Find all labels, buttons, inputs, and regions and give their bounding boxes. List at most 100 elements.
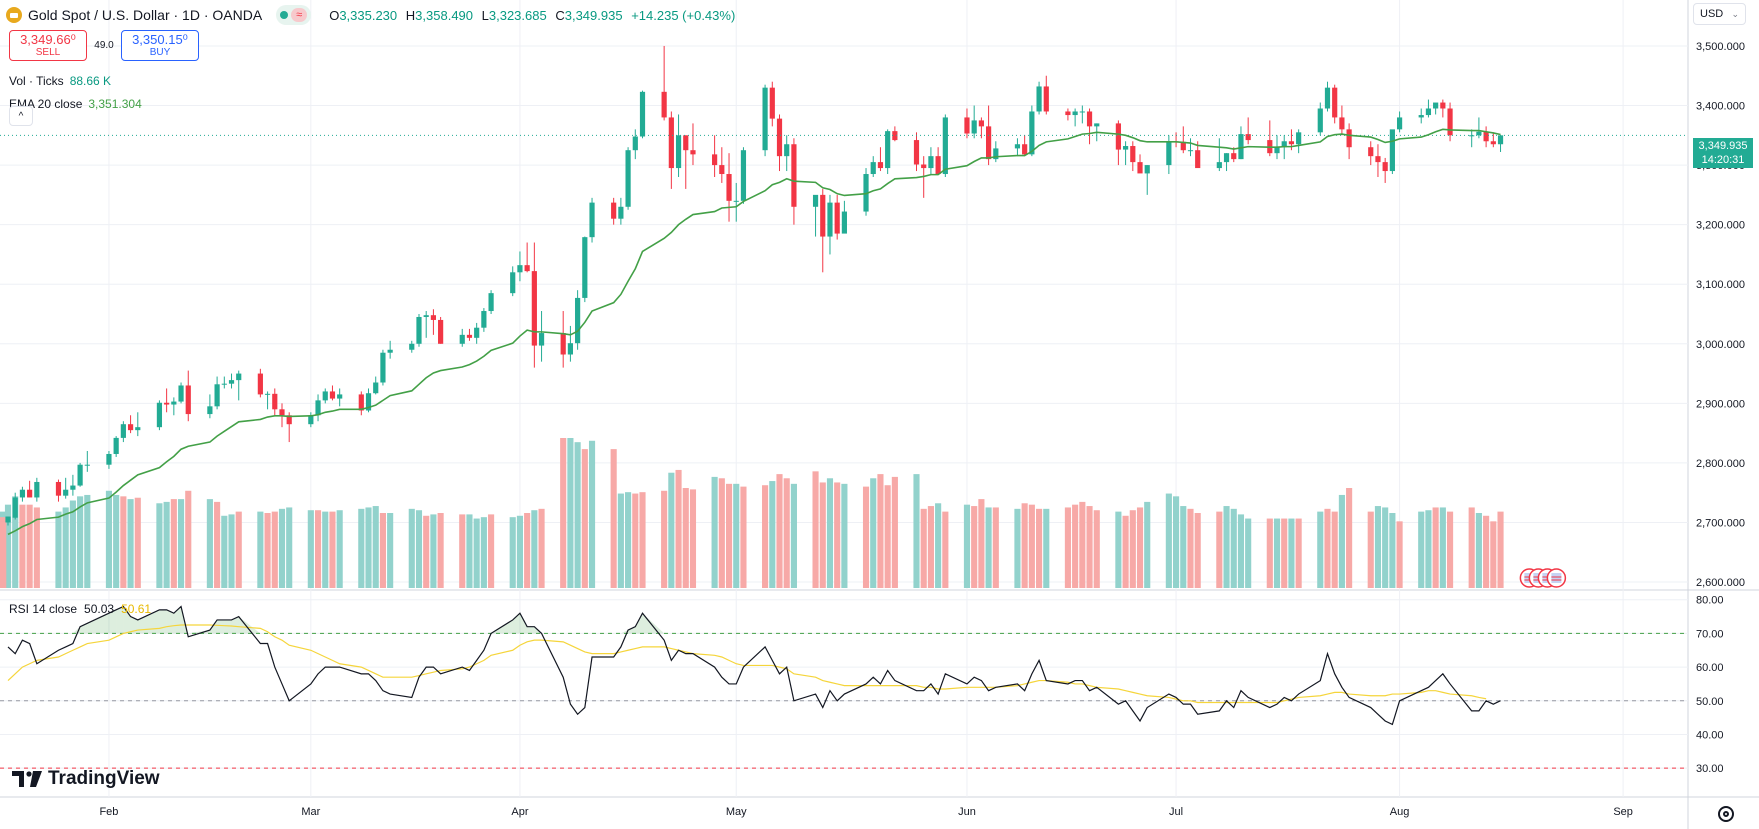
rsi-legend[interactable]: RSI 14 close 50.03 50.61 xyxy=(9,602,151,616)
candle-body xyxy=(986,126,992,160)
volume-bar xyxy=(1324,508,1331,588)
volume-bar xyxy=(257,511,264,588)
candle-body xyxy=(1433,102,1439,109)
candle xyxy=(430,309,437,335)
volume-bar xyxy=(235,511,242,588)
volume-label: Vol · Ticks xyxy=(9,74,64,88)
candle-body xyxy=(416,316,422,344)
candle xyxy=(1245,117,1251,145)
volume-bar xyxy=(1273,518,1281,588)
candle-body xyxy=(589,202,595,238)
volume-bar xyxy=(26,504,33,588)
candle xyxy=(589,197,595,243)
candle-body xyxy=(618,206,624,219)
candle-body xyxy=(459,334,465,344)
volume-bar xyxy=(430,514,437,588)
candle-body xyxy=(1216,162,1222,169)
candle xyxy=(560,311,566,368)
candle xyxy=(1144,165,1150,195)
volume-bar xyxy=(769,481,776,588)
volume-bar xyxy=(884,485,891,588)
candle-body xyxy=(430,315,437,320)
candle xyxy=(77,462,83,487)
rsi-overbought-fill xyxy=(635,613,643,634)
volume-bar xyxy=(1072,504,1079,588)
candle-body xyxy=(1389,129,1395,172)
volume-bar xyxy=(718,478,725,588)
candle xyxy=(1029,105,1035,157)
rsi-ma-line xyxy=(7,624,1487,704)
high-label: H xyxy=(405,7,416,23)
tradingview-logo[interactable]: TradingView xyxy=(12,768,160,790)
candle xyxy=(373,376,379,395)
chevron-up-icon: ^ xyxy=(18,110,24,122)
volume-bar xyxy=(329,511,336,588)
candle-body xyxy=(358,394,364,411)
candle xyxy=(935,147,941,175)
candle-body xyxy=(286,415,292,425)
candle xyxy=(877,147,884,172)
last-price-tag: 3,349.935 14:20:31 xyxy=(1693,138,1753,168)
candle xyxy=(12,492,18,520)
candle xyxy=(978,117,984,139)
volume-bar xyxy=(560,438,567,588)
candle xyxy=(863,168,869,216)
candle xyxy=(308,412,314,428)
rsi-overbought-fill xyxy=(620,630,629,634)
candle-body xyxy=(221,383,227,385)
candle-body xyxy=(668,117,674,169)
volume-bar xyxy=(271,511,278,588)
candle-body xyxy=(178,385,184,402)
candle-body xyxy=(1022,144,1028,155)
candle-body xyxy=(611,202,617,219)
candle xyxy=(690,123,696,166)
candle-body xyxy=(1231,153,1237,160)
volume-legend[interactable]: Vol · Ticks 88.66 K xyxy=(9,74,111,88)
candle xyxy=(538,311,545,362)
rsi-value: 50.03 xyxy=(84,602,115,616)
candle-body xyxy=(1238,134,1244,160)
time-tick-label: Sep xyxy=(1613,806,1633,818)
volume-bar xyxy=(1497,511,1504,588)
market-open-dot-icon xyxy=(280,11,289,19)
candle-body xyxy=(1281,141,1287,148)
candle xyxy=(1072,108,1078,127)
volume-bar xyxy=(971,506,978,588)
candle xyxy=(1317,102,1323,136)
volume-bar xyxy=(913,474,920,588)
candle-body xyxy=(236,373,242,381)
volume-bar xyxy=(790,483,797,588)
settings-gear-icon[interactable] xyxy=(1718,806,1734,822)
candle-body xyxy=(921,164,927,169)
collapse-legend-button[interactable]: ^ xyxy=(9,106,33,126)
volume-bar xyxy=(55,511,62,588)
candle-body xyxy=(942,117,948,175)
us-flag-event-icon xyxy=(1546,568,1567,588)
currency-select[interactable]: USD ⌄ xyxy=(1693,3,1746,25)
price-pane xyxy=(0,45,1688,588)
low-label: L xyxy=(481,7,489,23)
candle xyxy=(214,376,220,410)
economic-events xyxy=(1519,568,1567,588)
sell-button[interactable]: 3,349.66⁰ SELL xyxy=(9,30,87,61)
candle-body xyxy=(524,265,530,272)
candle-body xyxy=(27,489,33,498)
candle-body xyxy=(639,91,646,137)
candle-body xyxy=(365,393,372,411)
volume-bar xyxy=(84,494,91,588)
candle-body xyxy=(567,343,573,355)
symbol-title[interactable]: Gold Spot / U.S. Dollar · 1D · OANDA xyxy=(28,7,263,23)
volume-bar xyxy=(170,499,177,588)
candle xyxy=(1332,84,1338,124)
volume-bar xyxy=(783,478,790,588)
volume-bar xyxy=(358,508,365,588)
price-tick-label: 2,700.000 xyxy=(1696,517,1745,529)
market-status-pill[interactable]: ≈ xyxy=(276,5,312,25)
candle xyxy=(524,242,530,273)
volume-bar xyxy=(675,469,682,588)
volume-bar xyxy=(0,521,7,588)
candle-body xyxy=(791,144,797,207)
volume-bar xyxy=(509,517,516,588)
buy-button[interactable]: 3,350.15⁰ BUY xyxy=(121,30,199,61)
